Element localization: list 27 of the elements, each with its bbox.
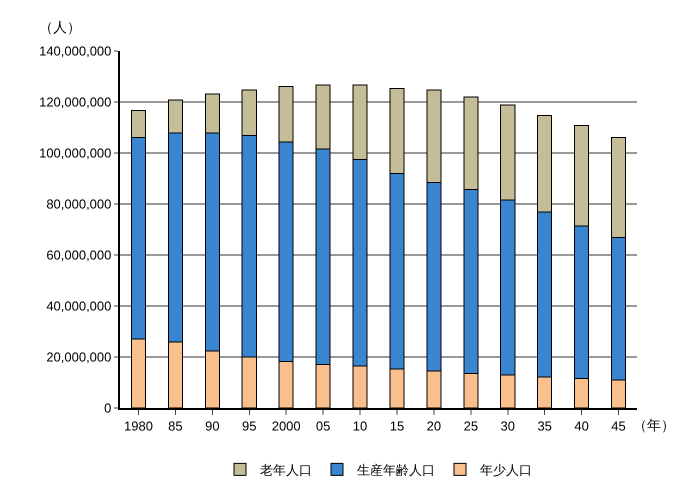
x-axis-title: （年） xyxy=(633,417,675,433)
x-tick-label: 35 xyxy=(537,418,552,434)
x-tick-label: 90 xyxy=(205,418,220,434)
y-tick-label: 140,000,000 xyxy=(39,44,112,59)
legend-label: 老年人口 xyxy=(260,462,312,478)
y-tick-label: 40,000,000 xyxy=(46,298,112,314)
y-axis-title: （人） xyxy=(39,19,81,35)
x-tick-label: 2000 xyxy=(272,418,301,434)
y-tick-label: 60,000,000 xyxy=(46,248,112,263)
x-tick-label: 15 xyxy=(390,418,404,434)
y-tick-label: 0 xyxy=(104,400,112,416)
y-tick-label: 100,000,000 xyxy=(39,146,112,161)
legend-label: 年少人口 xyxy=(480,462,532,478)
x-tick-label: 1980 xyxy=(124,418,153,434)
y-tick-label: 120,000,000 xyxy=(39,94,112,110)
x-tick-label: 95 xyxy=(242,418,256,434)
x-tick-label: 45 xyxy=(611,418,626,434)
y-tick-label: 20,000,000 xyxy=(46,350,112,365)
x-tick-label: 25 xyxy=(464,418,478,434)
x-tick-label: 40 xyxy=(574,418,589,434)
x-tick-label: 10 xyxy=(352,418,368,434)
x-tick-label: 30 xyxy=(500,418,515,434)
x-tick-label: 05 xyxy=(316,418,330,434)
y-tick-label: 80,000,000 xyxy=(46,196,112,212)
legend-label: 生産年齢人口 xyxy=(357,462,435,478)
x-tick-label: 85 xyxy=(168,418,183,434)
x-tick-label: 20 xyxy=(426,418,442,434)
